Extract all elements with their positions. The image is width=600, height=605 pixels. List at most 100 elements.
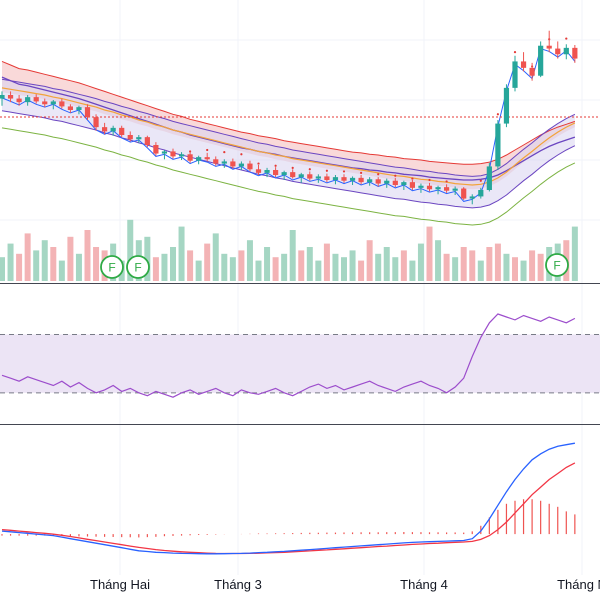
candle-body[interactable] <box>358 177 364 183</box>
macd-line[interactable] <box>1 442 576 555</box>
candle-body[interactable] <box>0 95 5 99</box>
candle-body[interactable] <box>512 61 518 88</box>
candle-body[interactable] <box>33 97 39 102</box>
volume-bar <box>16 253 23 281</box>
candle-body[interactable] <box>204 157 210 160</box>
volume-bar <box>477 260 484 281</box>
candle-body[interactable] <box>119 127 125 135</box>
candle-body[interactable] <box>290 172 296 178</box>
volume-bar <box>460 247 467 281</box>
candle-body[interactable] <box>418 185 424 188</box>
candle-body[interactable] <box>273 170 279 175</box>
volume-bar <box>84 230 91 281</box>
candle-body[interactable] <box>478 190 484 197</box>
macd-panel[interactable] <box>1 442 576 555</box>
candle-body[interactable] <box>84 107 91 118</box>
candle-body[interactable] <box>546 45 552 49</box>
candle-body[interactable] <box>247 163 253 170</box>
candle-body[interactable] <box>110 127 116 132</box>
sar-dot <box>291 166 294 169</box>
candle-body[interactable] <box>495 123 501 167</box>
candle-body[interactable] <box>375 179 381 184</box>
sar-dot <box>360 171 363 174</box>
bollinger-band-fill <box>2 79 575 208</box>
volume-bar <box>400 250 407 281</box>
candle-body[interactable] <box>332 177 339 180</box>
candle-body[interactable] <box>170 151 176 157</box>
event-badge[interactable] <box>545 253 569 277</box>
rsi-line[interactable] <box>1 313 576 398</box>
candle-body[interactable] <box>367 179 373 183</box>
candle-body[interactable] <box>341 177 347 181</box>
candle-body[interactable] <box>298 174 304 178</box>
candle-body[interactable] <box>307 174 313 179</box>
volume-bar <box>272 257 279 281</box>
candle-body[interactable] <box>76 107 82 110</box>
candle-body[interactable] <box>67 106 73 110</box>
candle-body[interactable] <box>196 157 202 161</box>
candle-body[interactable] <box>529 67 535 76</box>
candle-body[interactable] <box>572 47 578 59</box>
candle-body[interactable] <box>401 182 407 185</box>
volume-bar <box>152 257 159 281</box>
candle-body[interactable] <box>503 87 510 124</box>
candle-body[interactable] <box>153 145 159 154</box>
candle-body[interactable] <box>221 161 227 164</box>
candle-body[interactable] <box>127 135 133 140</box>
volume-bar <box>341 257 347 281</box>
candle-body[interactable] <box>563 47 569 55</box>
candle-body[interactable] <box>25 97 31 103</box>
candle-body[interactable] <box>16 98 22 103</box>
candle-body[interactable] <box>161 151 168 154</box>
candle-body[interactable] <box>93 117 99 128</box>
candle-body[interactable] <box>255 169 262 173</box>
volume-bar <box>0 257 5 281</box>
event-badge[interactable] <box>100 255 124 279</box>
volume-bar <box>212 233 219 281</box>
candlesticks[interactable] <box>0 30 578 205</box>
candle-body[interactable] <box>50 101 56 105</box>
rsi-band <box>0 334 600 393</box>
volume-bar <box>358 260 365 281</box>
candle-body[interactable] <box>264 170 270 173</box>
candle-body[interactable] <box>469 196 475 199</box>
candle-body[interactable] <box>213 159 219 164</box>
candle-body[interactable] <box>102 127 108 132</box>
candle-body[interactable] <box>486 166 492 190</box>
candle-body[interactable] <box>42 101 48 105</box>
candle-body[interactable] <box>7 95 14 99</box>
rsi-panel[interactable] <box>0 313 600 398</box>
volume-bar <box>127 219 134 281</box>
panel-separators[interactable] <box>0 283 600 425</box>
candle-body[interactable] <box>538 45 544 76</box>
candle-body[interactable] <box>187 154 193 161</box>
sar-dot <box>189 150 192 153</box>
candle-body[interactable] <box>555 48 561 55</box>
candle-body[interactable] <box>238 163 244 167</box>
candle-body[interactable] <box>136 137 142 140</box>
candle-body[interactable] <box>281 172 287 175</box>
macd-signal-line[interactable] <box>1 462 576 555</box>
candle-body[interactable] <box>392 180 398 185</box>
candle-body[interactable] <box>426 185 433 190</box>
candle-body[interactable] <box>315 176 321 179</box>
volume-bar <box>229 257 236 281</box>
candle-body[interactable] <box>520 61 527 68</box>
candle-body[interactable] <box>144 137 150 145</box>
candle-body[interactable] <box>444 187 450 191</box>
candle-body[interactable] <box>461 188 467 199</box>
candle-body[interactable] <box>59 101 65 107</box>
candle-body[interactable] <box>409 182 415 188</box>
event-badge[interactable] <box>126 255 150 279</box>
candle-body[interactable] <box>324 176 330 180</box>
candle-body[interactable] <box>452 188 458 191</box>
candle-body[interactable] <box>435 187 441 190</box>
candle-body[interactable] <box>178 154 185 157</box>
candle-body[interactable] <box>349 177 356 181</box>
candle-body[interactable] <box>384 180 390 184</box>
candle-body[interactable] <box>230 161 236 167</box>
volume-bar <box>443 253 450 281</box>
